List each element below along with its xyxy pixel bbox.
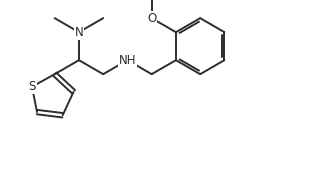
Text: N: N xyxy=(75,26,83,39)
Text: O: O xyxy=(147,12,156,25)
Text: S: S xyxy=(28,80,36,93)
Text: NH: NH xyxy=(119,54,136,67)
